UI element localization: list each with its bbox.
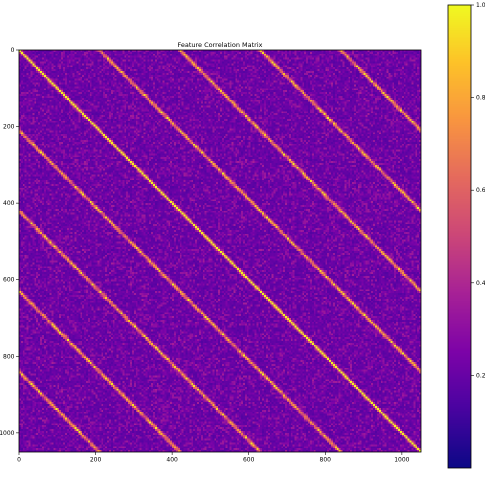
colorbar-tick-label: 0.6	[476, 187, 485, 194]
x-tick-label: 1000	[394, 457, 409, 464]
colorbar-frame	[447, 4, 472, 469]
y-tick-label: 1000	[0, 430, 15, 437]
x-tick-label: 800	[320, 457, 332, 464]
colorbar-tick-label: 0.2	[476, 372, 485, 379]
y-axis: 0 200 400 600 800 1000	[0, 47, 19, 437]
y-tick-label: 600	[3, 277, 15, 284]
y-tick-label: 800	[3, 353, 15, 360]
y-tick-label: 200	[3, 124, 15, 131]
y-tick-label: 0	[11, 47, 15, 54]
x-tick-label: 600	[243, 457, 255, 464]
x-tick-label: 200	[90, 457, 102, 464]
colorbar-tick-label: 0.8	[476, 95, 485, 102]
chart-title: Feature Correlation Matrix	[177, 41, 262, 49]
heatmap-frame	[18, 49, 422, 453]
x-tick-label: 400	[166, 457, 178, 464]
colorbar-tick-label: 1.0	[476, 2, 485, 9]
x-tick-label: 0	[17, 457, 21, 464]
y-tick-label: 400	[3, 200, 15, 207]
colorbar-gradient	[448, 5, 471, 468]
heatmap-cells	[19, 50, 421, 452]
x-axis: 0 200 400 600 800 1000	[17, 452, 410, 464]
colorbar-tick-label: 0.4	[476, 280, 485, 287]
colorbar-axis: 0.2 0.4 0.6 0.8 1.0	[471, 2, 485, 379]
